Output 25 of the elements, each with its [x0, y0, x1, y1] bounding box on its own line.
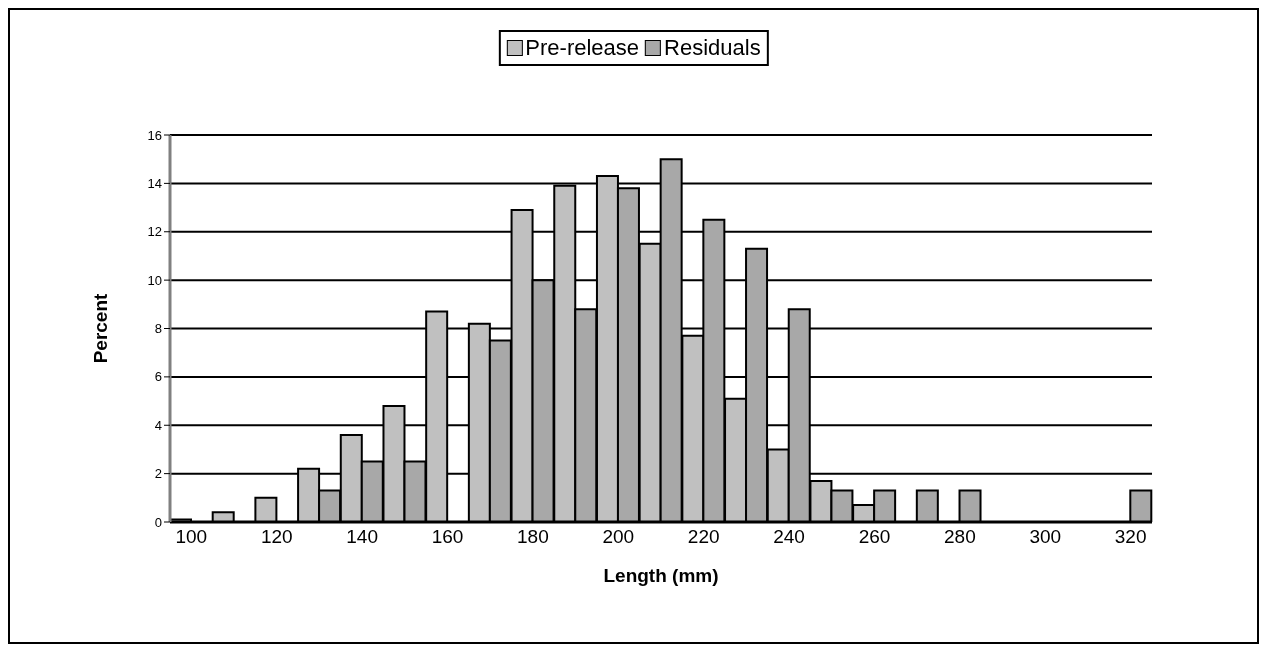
- x-tick-label: 320: [1114, 526, 1147, 548]
- x-tick-label: 280: [944, 526, 976, 548]
- x-tick-label: 240: [773, 526, 805, 548]
- y-tick-label: 8: [154, 321, 162, 337]
- y-tick-label: 6: [154, 369, 162, 385]
- y-tick-label: 0: [154, 514, 162, 530]
- y-tick-label: 12: [147, 224, 162, 240]
- legend-label: Residuals: [664, 35, 761, 61]
- x-tick-label: 120: [260, 526, 293, 548]
- x-tick-label: 160: [431, 526, 464, 548]
- x-tick-label: 220: [687, 526, 720, 548]
- y-tick-label: 4: [154, 417, 162, 433]
- x-axis-title: Length (mm): [603, 565, 719, 586]
- x-tick-label: 200: [602, 526, 635, 548]
- y-axis-title: Percent: [89, 292, 111, 364]
- x-tick-label: 260: [858, 526, 891, 548]
- y-tick-label: 2: [154, 466, 162, 482]
- y-tick-label: 16: [147, 127, 162, 143]
- x-tick-label: 100: [175, 526, 208, 548]
- y-tick-label: 14: [147, 175, 162, 191]
- y-tick-label: 10: [147, 272, 162, 288]
- x-tick-label: 180: [517, 526, 549, 548]
- x-tick-label: 140: [346, 526, 378, 548]
- x-tick-label: 300: [1029, 526, 1062, 548]
- legend-label: Pre-release: [525, 35, 640, 61]
